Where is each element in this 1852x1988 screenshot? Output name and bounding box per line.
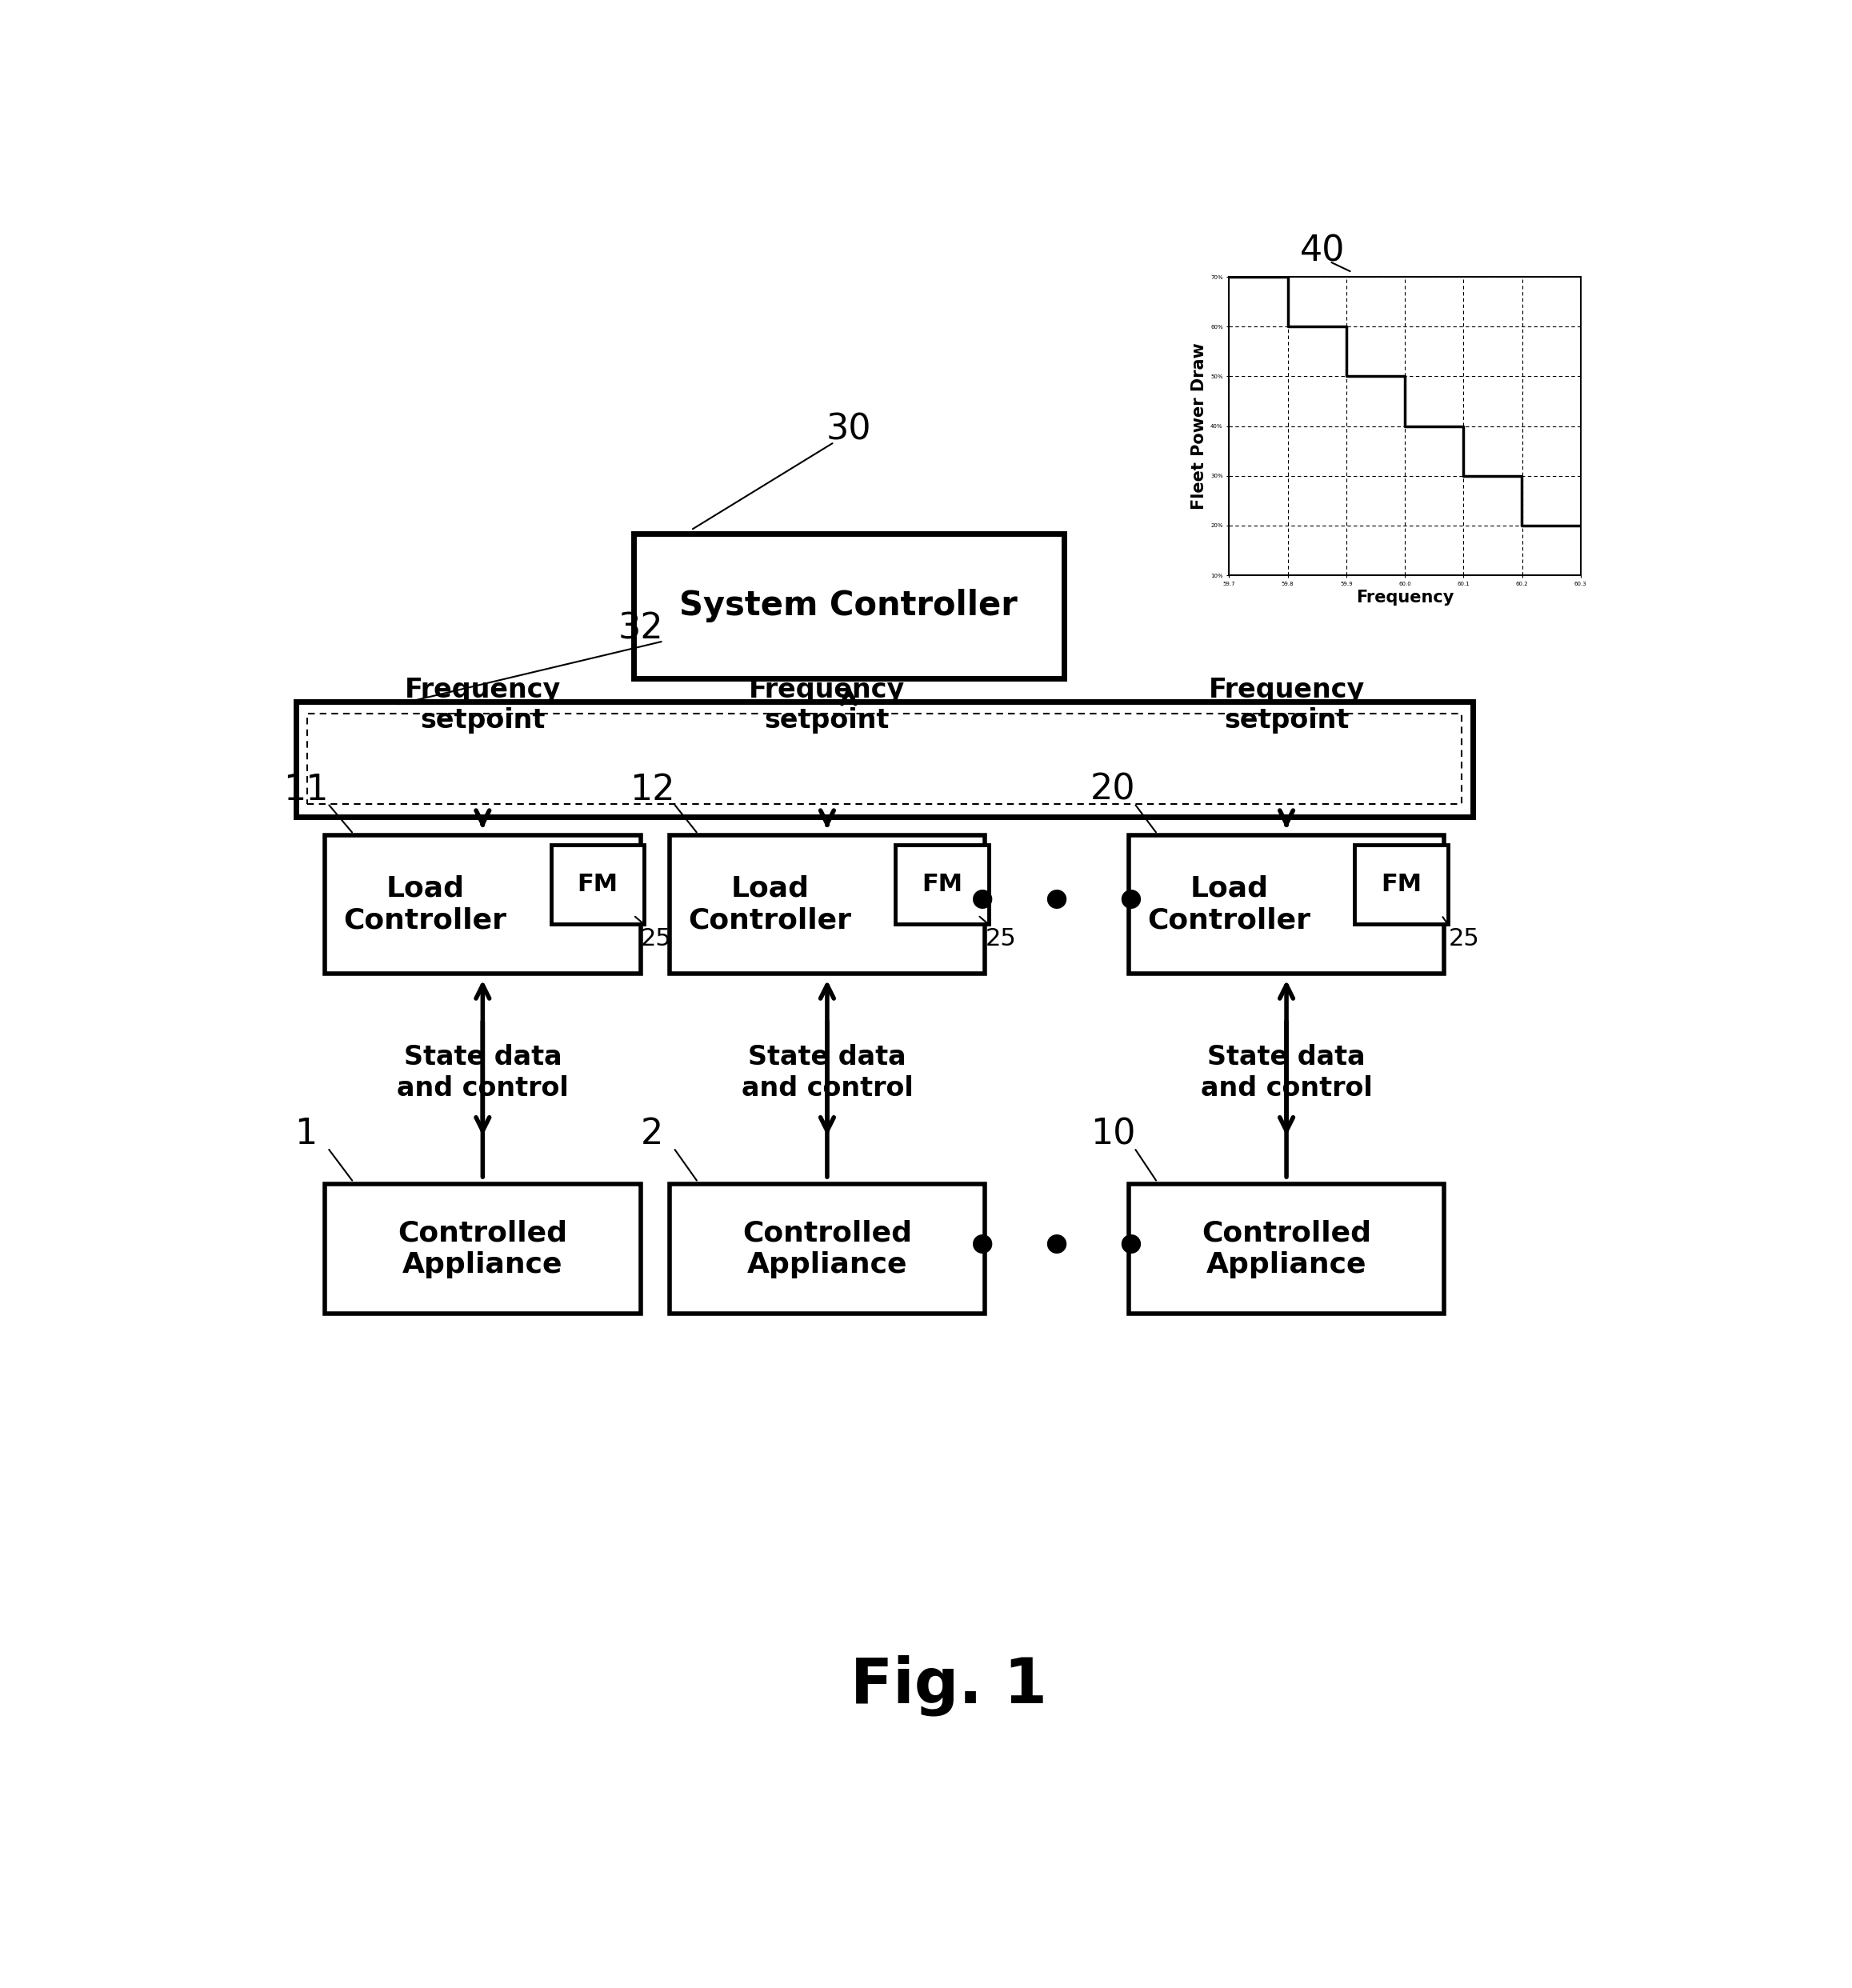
Text: 1: 1	[294, 1117, 317, 1151]
Text: State data
and control: State data and control	[741, 1044, 913, 1101]
Text: Load
Controller: Load Controller	[1148, 875, 1311, 934]
Bar	[324, 835, 641, 974]
Bar	[1354, 845, 1448, 924]
Text: 25: 25	[985, 926, 1017, 950]
Bar	[895, 845, 989, 924]
Bar	[296, 702, 1472, 817]
Text: FM: FM	[578, 873, 619, 897]
Text: Controlled
Appliance: Controlled Appliance	[398, 1219, 567, 1278]
Text: Controlled
Appliance: Controlled Appliance	[1202, 1219, 1370, 1278]
Text: Load
Controller: Load Controller	[689, 875, 852, 934]
Text: 32: 32	[619, 612, 663, 646]
Text: Frequency
setpoint: Frequency setpoint	[404, 678, 561, 734]
Text: 40: 40	[1300, 235, 1345, 268]
Text: Frequency
setpoint: Frequency setpoint	[1208, 678, 1365, 734]
Text: Frequency
setpoint: Frequency setpoint	[748, 678, 906, 734]
Bar	[1128, 1183, 1445, 1314]
Text: 10: 10	[1091, 1117, 1135, 1151]
Text: •  •  •: • • •	[965, 877, 1148, 930]
Text: 12: 12	[630, 773, 674, 807]
Bar	[1128, 835, 1445, 974]
Text: FM: FM	[922, 873, 963, 897]
Text: FM: FM	[1382, 873, 1422, 897]
Text: 2: 2	[641, 1117, 663, 1151]
Text: 25: 25	[1448, 926, 1480, 950]
Bar	[324, 1183, 641, 1314]
Bar	[550, 845, 644, 924]
Text: System Controller: System Controller	[680, 588, 1019, 622]
Bar	[669, 835, 985, 974]
Text: 20: 20	[1091, 773, 1135, 807]
Text: Controlled
Appliance: Controlled Appliance	[743, 1219, 911, 1278]
Text: State data
and control: State data and control	[396, 1044, 569, 1101]
Bar	[633, 533, 1065, 678]
Text: Fig. 1: Fig. 1	[850, 1654, 1048, 1716]
Text: •  •  •: • • •	[965, 1223, 1148, 1276]
Bar	[669, 1183, 985, 1314]
Text: 30: 30	[826, 414, 870, 447]
Text: State data
and control: State data and control	[1200, 1044, 1372, 1101]
Text: 25: 25	[641, 926, 672, 950]
Text: Load
Controller: Load Controller	[344, 875, 507, 934]
Text: 11: 11	[283, 773, 330, 807]
Bar	[307, 714, 1461, 805]
